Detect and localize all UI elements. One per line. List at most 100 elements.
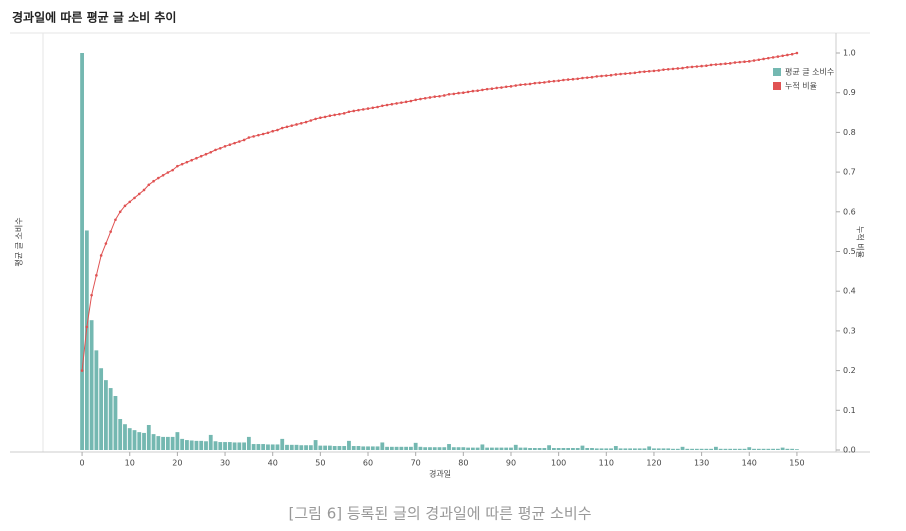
line-point xyxy=(771,56,775,59)
bar xyxy=(637,448,642,450)
bar xyxy=(294,444,299,450)
bar xyxy=(104,380,108,450)
bar xyxy=(165,436,170,450)
line-point xyxy=(342,112,346,115)
bar xyxy=(132,430,137,450)
bar xyxy=(218,442,223,450)
y2-tick-label: 0.1 xyxy=(843,406,856,415)
line-point xyxy=(238,140,241,143)
line-point xyxy=(338,112,341,116)
line-point xyxy=(576,77,580,81)
bar xyxy=(175,432,180,450)
bar xyxy=(671,448,675,450)
line-point xyxy=(157,176,160,180)
bar xyxy=(327,445,332,450)
bar xyxy=(137,432,142,450)
line-point xyxy=(366,107,370,110)
bar xyxy=(785,448,790,450)
bar xyxy=(432,447,437,450)
line-point xyxy=(295,123,298,126)
x-tick-label: 150 xyxy=(789,459,804,468)
line-point xyxy=(185,160,189,164)
bar xyxy=(680,446,685,450)
bar xyxy=(632,448,637,450)
y2-tick-label: 0.4 xyxy=(843,287,856,296)
bar xyxy=(146,424,151,450)
line-point xyxy=(724,62,727,66)
line-point xyxy=(142,188,146,192)
line-point xyxy=(347,110,351,114)
bar xyxy=(313,440,318,450)
line-point xyxy=(533,81,537,85)
bar xyxy=(499,447,504,450)
line-point xyxy=(666,67,670,71)
line-point xyxy=(404,100,408,104)
line-point xyxy=(195,156,198,160)
y2-tick-label: 0.7 xyxy=(843,168,856,177)
bar xyxy=(380,442,385,450)
line-point xyxy=(414,98,417,102)
line-point xyxy=(747,60,751,63)
bar xyxy=(409,446,413,450)
legend-swatch xyxy=(773,82,781,90)
x-tick-label: 120 xyxy=(646,459,661,468)
line-point xyxy=(490,87,494,91)
x-tick-label: 60 xyxy=(363,459,373,468)
line-point xyxy=(652,69,656,73)
line-point xyxy=(228,143,232,147)
bar xyxy=(156,436,161,450)
line-point xyxy=(152,179,155,183)
line-point xyxy=(590,75,594,79)
bar xyxy=(709,448,714,450)
x-tick-label: 100 xyxy=(551,459,566,468)
line-point xyxy=(328,114,332,118)
line-point xyxy=(261,132,265,136)
bar xyxy=(780,447,785,450)
line-point xyxy=(528,82,532,86)
x-tick-label: 110 xyxy=(599,459,614,468)
line-point xyxy=(624,72,627,75)
bar xyxy=(623,448,628,450)
line-point xyxy=(581,76,584,80)
x-tick-label: 90 xyxy=(506,459,516,468)
line-point xyxy=(247,136,251,139)
line-point xyxy=(118,210,122,214)
line-point xyxy=(90,293,93,297)
line-point xyxy=(557,79,560,83)
bar xyxy=(775,448,780,450)
bar xyxy=(618,448,623,450)
line-point xyxy=(147,183,151,187)
legend-label: 누적 비율 xyxy=(785,81,817,91)
line-point xyxy=(171,168,174,172)
line-point xyxy=(638,70,641,74)
bar xyxy=(389,446,394,450)
legend-label: 평균 글 소비수 xyxy=(785,67,834,77)
line-point xyxy=(485,87,489,91)
x-tick-label: 20 xyxy=(172,459,182,468)
bar xyxy=(227,442,232,450)
line-point xyxy=(419,97,422,101)
bar xyxy=(718,448,723,450)
bar xyxy=(289,444,294,450)
bar xyxy=(661,448,666,450)
line-point xyxy=(466,90,470,94)
bar xyxy=(571,448,575,450)
bar xyxy=(537,448,542,450)
line-point xyxy=(352,109,356,113)
line-point xyxy=(600,74,603,78)
bar xyxy=(280,438,285,450)
bar xyxy=(84,230,89,450)
line-point xyxy=(376,105,379,109)
line-point xyxy=(271,129,275,133)
line-point xyxy=(705,64,708,68)
bar xyxy=(604,448,609,450)
line-point xyxy=(538,81,541,85)
line-point xyxy=(738,60,742,64)
line-point xyxy=(299,121,303,125)
bar xyxy=(261,444,266,450)
line-point xyxy=(104,242,108,245)
bar xyxy=(547,445,552,450)
line-point xyxy=(242,138,246,142)
bar xyxy=(375,446,380,450)
